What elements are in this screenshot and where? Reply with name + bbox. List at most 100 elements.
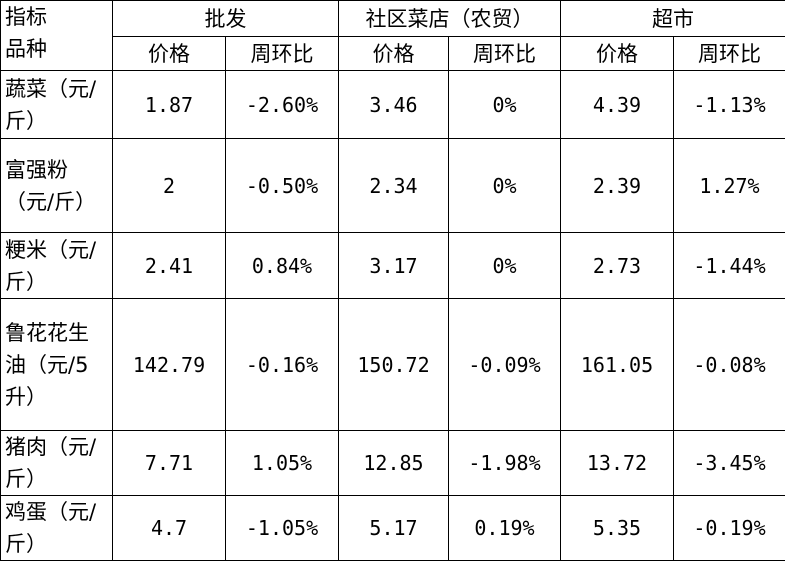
value-cell: -1.44% xyxy=(673,232,785,299)
subheader-text: 周环比 xyxy=(473,41,536,66)
value-text: 4.39 xyxy=(592,92,642,117)
value-cell: 1.27% xyxy=(673,138,785,233)
data-row: 粳米（元/斤） 2.41 0.84% 3.17 0% 2.73 -1.44% xyxy=(0,232,785,299)
value-cell: -1.05% xyxy=(225,495,339,561)
value-text: -1.05% xyxy=(245,516,319,540)
group-title: 批发 xyxy=(204,6,247,31)
value-cell: 2 xyxy=(112,138,226,233)
value-cell: -3.45% xyxy=(673,430,785,496)
subheader: 价格 xyxy=(112,36,226,71)
subheader: 价格 xyxy=(338,36,449,71)
value-text: -0.09% xyxy=(468,352,541,377)
data-row: 蔬菜（元/斤） 1.87 -2.60% 3.46 0% 4.39 -1.13% xyxy=(0,70,785,139)
value-cell: -0.09% xyxy=(448,298,561,431)
value-text: -3.45% xyxy=(693,451,766,475)
subheader-text: 周环比 xyxy=(698,41,761,66)
value-text: -1.13% xyxy=(693,92,766,117)
value-cell: 0.84% xyxy=(225,232,339,299)
value-text: 0% xyxy=(492,253,517,278)
corner-cell: 指标 品种 xyxy=(0,0,113,71)
value-cell: -0.19% xyxy=(673,495,785,561)
value-cell: 7.71 xyxy=(112,430,226,496)
value-text: 13.72 xyxy=(586,451,648,475)
value-cell: -0.50% xyxy=(225,138,339,233)
corner-top: 指标 xyxy=(5,5,47,29)
value-cell: 2.41 xyxy=(112,232,226,299)
value-cell: 150.72 xyxy=(338,298,449,431)
value-cell: 3.46 xyxy=(338,70,449,139)
item-name: 鸡蛋（元/斤） xyxy=(5,500,97,556)
item-name: 富强粉（元/斤） xyxy=(5,157,97,214)
value-text: 150.72 xyxy=(357,352,430,377)
value-cell: -1.98% xyxy=(448,430,561,496)
value-text: -1.44% xyxy=(693,253,766,278)
value-cell: 161.05 xyxy=(560,298,674,431)
value-cell: 2.73 xyxy=(560,232,674,299)
value-text: 5.35 xyxy=(592,516,642,540)
value-text: 7.71 xyxy=(144,451,194,475)
value-cell: 2.39 xyxy=(560,138,674,233)
item-name: 鲁花花生油（元/5升） xyxy=(5,320,89,409)
value-text: -0.16% xyxy=(245,352,319,377)
value-cell: -0.16% xyxy=(225,298,339,431)
value-text: 3.46 xyxy=(369,92,418,117)
subheader-row: 价格 周环比 价格 周环比 价格 周环比 xyxy=(1,36,785,71)
value-text: 12.85 xyxy=(363,451,424,475)
row-label: 粳米（元/斤） xyxy=(0,232,113,299)
value-text: 2.34 xyxy=(369,173,418,198)
value-text: -2.60% xyxy=(245,92,319,117)
value-cell: 12.85 xyxy=(338,430,449,496)
value-cell: -2.60% xyxy=(225,70,339,139)
subheader: 价格 xyxy=(560,36,674,71)
value-cell: -0.08% xyxy=(673,298,785,431)
subheader-text: 价格 xyxy=(148,41,190,66)
group-title: 超市 xyxy=(652,6,694,31)
value-text: 2.73 xyxy=(592,253,642,278)
header-row: 指标品种 批发 社区菜店（农贸） 超市 xyxy=(0,0,785,71)
value-text: 0% xyxy=(492,92,517,117)
value-cell: 4.7 xyxy=(112,495,226,561)
value-cell: 5.17 xyxy=(338,495,449,561)
value-text: 5.17 xyxy=(369,516,418,540)
value-cell: 13.72 xyxy=(560,430,674,496)
data-row: 富强粉（元/斤） 2 -0.50% 2.34 0% 2.39 1.27% xyxy=(0,138,785,233)
group-header: 社区菜店（农贸） xyxy=(338,0,561,37)
value-text: 161.05 xyxy=(580,352,654,377)
item-name: 猪肉（元/斤） xyxy=(5,435,97,491)
value-text: 0.84% xyxy=(251,253,313,278)
subheader: 周环比 xyxy=(673,36,785,71)
value-text: 2.41 xyxy=(144,253,194,278)
row-label: 富强粉（元/斤） xyxy=(0,138,113,233)
data-row: 鲁花花生油（元/5升） 142.79 -0.16% 150.72 -0.09% 161.0… xyxy=(0,298,785,431)
subheader-text: 周环比 xyxy=(250,41,314,66)
subheader-text: 价格 xyxy=(372,41,415,66)
row-label: 鸡蛋（元/斤） xyxy=(0,495,113,561)
group-title: 社区菜店（农贸） xyxy=(365,6,534,31)
value-text: 142.79 xyxy=(132,352,206,377)
row-label: 蔬菜（元/斤） xyxy=(0,70,113,139)
value-text: -0.08% xyxy=(693,352,766,377)
value-cell: 1.05% xyxy=(225,430,339,496)
value-text: 0.19% xyxy=(474,516,535,540)
value-text: 2.39 xyxy=(592,173,642,198)
value-cell: 0% xyxy=(448,138,561,233)
value-cell: 3.17 xyxy=(338,232,449,299)
data-row: 鸡蛋（元/斤） 4.7 -1.05% 5.17 0.19% 5.35 -0.19% xyxy=(0,495,785,561)
value-text: 1.27% xyxy=(699,173,760,198)
item-name: 粳米（元/斤） xyxy=(5,237,97,294)
value-text: -0.19% xyxy=(693,516,766,540)
group-header: 批发 xyxy=(112,0,339,37)
value-cell: -1.13% xyxy=(673,70,785,139)
corner-bottom: 品种 xyxy=(5,37,47,61)
subheader: 周环比 xyxy=(225,36,339,71)
subheader-text: 价格 xyxy=(596,41,638,66)
subheader: 周环比 xyxy=(448,36,561,71)
value-text: -1.98% xyxy=(468,451,541,475)
value-text: 4.7 xyxy=(150,516,188,540)
row-label: 猪肉（元/斤） xyxy=(0,430,113,496)
value-cell: 142.79 xyxy=(112,298,226,431)
group-header: 超市 xyxy=(560,0,785,37)
value-cell: 5.35 xyxy=(560,495,674,561)
value-text: 1.05% xyxy=(251,451,313,475)
